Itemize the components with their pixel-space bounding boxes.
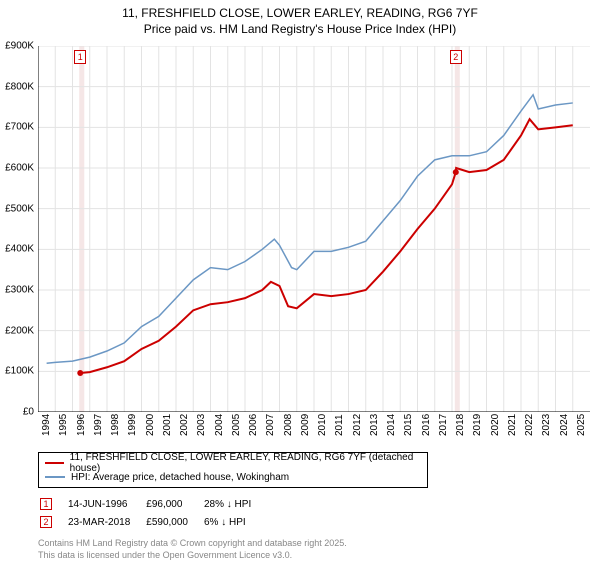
y-tick-label: £400K: [5, 244, 34, 255]
x-tick-label: 2021: [507, 414, 518, 436]
x-tick-label: 2016: [421, 414, 432, 436]
footer-line2: This data is licensed under the Open Gov…: [38, 550, 590, 561]
y-tick-label: £800K: [5, 81, 34, 92]
x-tick-label: 2008: [283, 414, 294, 436]
chart-svg: [38, 46, 590, 412]
x-tick-label: 1997: [93, 414, 104, 436]
y-tick-label: £0: [23, 407, 34, 418]
x-tick-label: 2009: [300, 414, 311, 436]
legend-label: HPI: Average price, detached house, Woki…: [71, 472, 289, 483]
marker-delta: 28% ↓ HPI: [204, 496, 265, 512]
x-tick-label: 2022: [524, 414, 535, 436]
y-tick-label: £300K: [5, 285, 34, 296]
x-tick-label: 2011: [334, 414, 345, 436]
footer-text: Contains HM Land Registry data © Crown c…: [38, 538, 590, 561]
x-tick-label: 2024: [559, 414, 570, 436]
chart-title: 11, FRESHFIELD CLOSE, LOWER EARLEY, READ…: [0, 0, 600, 39]
x-tick-label: 2001: [162, 414, 173, 436]
y-tick-label: £600K: [5, 163, 34, 174]
x-axis-labels: 1994 1995 1996 1997 1998 1999 2000 2001 2002 2003…: [38, 414, 590, 454]
title-address: 11, FRESHFIELD CLOSE, LOWER EARLEY, READ…: [0, 6, 600, 22]
chart-plot-area: 12: [38, 46, 590, 412]
marker-date: 23-MAR-2018: [68, 514, 144, 530]
x-tick-label: 1999: [127, 414, 138, 436]
x-tick-label: 2014: [386, 414, 397, 436]
y-tick-label: £900K: [5, 41, 34, 52]
legend-box: 11, FRESHFIELD CLOSE, LOWER EARLEY, READ…: [38, 452, 428, 488]
x-tick-label: 2005: [231, 414, 242, 436]
marker-price: £96,000: [146, 496, 202, 512]
x-tick-label: 1998: [110, 414, 121, 436]
x-tick-label: 1995: [58, 414, 69, 436]
x-tick-label: 2007: [265, 414, 276, 436]
x-tick-label: 2019: [472, 414, 483, 436]
x-tick-label: 2003: [196, 414, 207, 436]
x-tick-label: 2004: [214, 414, 225, 436]
plot-marker-1: 1: [74, 50, 86, 64]
marker-table: 1 14-JUN-1996£96,00028% ↓ HPI 2 23-MAR-2018…: [38, 494, 267, 532]
x-tick-label: 1994: [41, 414, 52, 436]
x-tick-label: 2010: [317, 414, 328, 436]
y-tick-label: £100K: [5, 366, 34, 377]
marker-date: 14-JUN-1996: [68, 496, 144, 512]
marker-id-box: 1: [40, 498, 52, 510]
marker-delta: 6% ↓ HPI: [204, 514, 265, 530]
legend-swatch: [45, 462, 64, 464]
footer-line1: Contains HM Land Registry data © Crown c…: [38, 538, 590, 550]
marker-row: 1 14-JUN-1996£96,00028% ↓ HPI: [40, 496, 265, 512]
y-tick-label: £700K: [5, 122, 34, 133]
x-tick-label: 2015: [403, 414, 414, 436]
plot-marker-2: 2: [450, 50, 462, 64]
x-tick-label: 2023: [541, 414, 552, 436]
y-axis-labels: £0£100K£200K£300K£400K£500K£600K£700K£80…: [0, 46, 36, 412]
x-tick-label: 2013: [369, 414, 380, 436]
marker-id-box: 2: [40, 516, 52, 528]
legend-row: 11, FRESHFIELD CLOSE, LOWER EARLEY, READ…: [45, 456, 421, 470]
x-tick-label: 2006: [248, 414, 259, 436]
x-tick-label: 2018: [455, 414, 466, 436]
legend-swatch: [45, 476, 65, 478]
y-tick-label: £200K: [5, 325, 34, 336]
x-tick-label: 2012: [352, 414, 363, 436]
y-tick-label: £500K: [5, 203, 34, 214]
x-tick-label: 2020: [490, 414, 501, 436]
legend-area: 11, FRESHFIELD CLOSE, LOWER EARLEY, READ…: [38, 452, 590, 561]
x-tick-label: 1996: [76, 414, 87, 436]
x-tick-label: 2017: [438, 414, 449, 436]
marker-price: £590,000: [146, 514, 202, 530]
title-subtitle: Price paid vs. HM Land Registry's House …: [0, 22, 600, 38]
x-tick-label: 2025: [576, 414, 587, 436]
x-tick-label: 2000: [145, 414, 156, 436]
x-tick-label: 2002: [179, 414, 190, 436]
marker-row: 2 23-MAR-2018£590,0006% ↓ HPI: [40, 514, 265, 530]
